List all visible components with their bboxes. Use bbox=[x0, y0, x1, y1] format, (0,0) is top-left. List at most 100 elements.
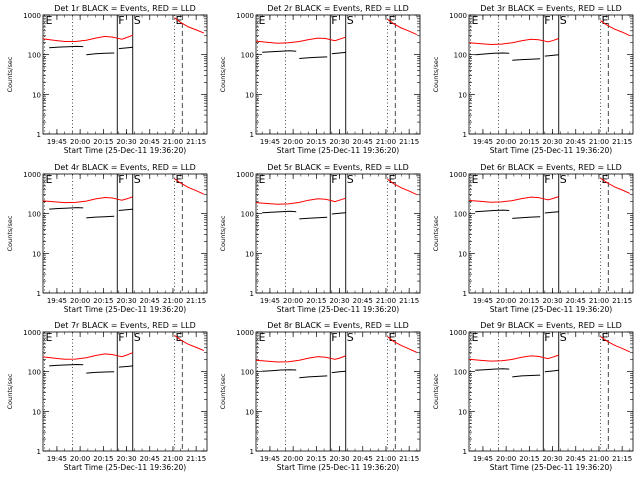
x-tick-label: 19:45 bbox=[260, 297, 280, 305]
y-tick-label: 1 bbox=[463, 448, 467, 456]
y-tick-label: 100 bbox=[454, 211, 467, 219]
series-lld-line bbox=[468, 354, 559, 362]
x-tick-label: 20:15 bbox=[93, 138, 113, 146]
annotation-label: F bbox=[544, 14, 550, 27]
panel-title: Det 9r BLACK = Events, RED = LLD bbox=[480, 321, 622, 330]
plot-frame bbox=[468, 331, 634, 452]
annotation-label: F bbox=[331, 14, 337, 27]
annotation-label: F bbox=[331, 331, 337, 344]
x-tick-label: 21:00 bbox=[589, 297, 609, 305]
x-axis-label: Start Time (25-Dec-11 19:36:20) bbox=[490, 305, 612, 314]
y-axis-label: Counts/sec bbox=[219, 373, 227, 409]
x-tick-label: 20:30 bbox=[329, 297, 349, 305]
series-events-line bbox=[49, 45, 84, 49]
x-tick-label: 20:30 bbox=[542, 455, 562, 463]
y-tick-label: 1 bbox=[250, 448, 254, 456]
plot-frame bbox=[42, 331, 208, 452]
annotation-label: E bbox=[389, 173, 396, 186]
y-axis-label: Counts/sec bbox=[432, 56, 440, 92]
x-tick-label: 21:15 bbox=[399, 297, 419, 305]
series-lld-line bbox=[42, 196, 133, 204]
annotation-label: S bbox=[134, 173, 141, 186]
x-tick-label: 21:00 bbox=[163, 455, 183, 463]
x-tick-label: 20:45 bbox=[140, 138, 160, 146]
annotation-label: F bbox=[544, 173, 550, 186]
detector-panel-9: Det 9r BLACK = Events, RED = LLD Counts/s… bbox=[432, 321, 634, 472]
series-lld-line bbox=[600, 20, 631, 37]
panel-title: Det 1r BLACK = Events, RED = LLD bbox=[54, 4, 196, 13]
x-tick-label: 20:30 bbox=[329, 455, 349, 463]
plot-frame bbox=[255, 173, 421, 294]
series-events-line bbox=[49, 207, 84, 210]
plot-frame bbox=[468, 173, 634, 294]
y-tick-label: 1000 bbox=[449, 171, 467, 179]
x-axis-label: Start Time (25-Dec-11 19:36:20) bbox=[490, 146, 612, 155]
series-events-line bbox=[512, 374, 541, 378]
series-lld-line bbox=[600, 177, 631, 194]
y-axis-label: Counts/sec bbox=[219, 215, 227, 251]
panel-title: Det 2r BLACK = Events, RED = LLD bbox=[267, 4, 409, 13]
series-events-line bbox=[299, 216, 328, 220]
y-axis-label: Counts/sec bbox=[432, 215, 440, 251]
panel-title: Det 8r BLACK = Events, RED = LLD bbox=[267, 321, 409, 330]
plot-frame bbox=[255, 14, 421, 135]
x-tick-label: 20:15 bbox=[93, 455, 113, 463]
series-events-line bbox=[475, 368, 510, 371]
series-events-line bbox=[262, 369, 297, 372]
annotation-label: S bbox=[347, 173, 354, 186]
annotation-label: F bbox=[118, 331, 124, 344]
panel-title: Det 4r BLACK = Events, RED = LLD bbox=[54, 163, 196, 172]
panel-title: Det 3r BLACK = Events, RED = LLD bbox=[480, 4, 622, 13]
y-tick-label: 10 bbox=[32, 91, 41, 99]
detector-panel-4: Det 4r BLACK = Events, RED = LLD Counts/s… bbox=[6, 163, 208, 314]
plot-frame bbox=[42, 14, 208, 135]
plot-frame bbox=[42, 173, 208, 294]
y-axis-label: Counts/sec bbox=[6, 373, 14, 409]
annotation-label: S bbox=[560, 331, 567, 344]
series-lld-line bbox=[387, 18, 418, 36]
series-events-line bbox=[544, 211, 559, 214]
x-tick-label: 20:00 bbox=[496, 455, 516, 463]
y-tick-label: 10 bbox=[245, 250, 254, 258]
x-tick-label: 21:00 bbox=[163, 138, 183, 146]
x-tick-label: 21:00 bbox=[376, 455, 396, 463]
y-tick-label: 1000 bbox=[449, 12, 467, 20]
annotation-label: F bbox=[544, 331, 550, 344]
annotation-label: E bbox=[389, 14, 396, 27]
x-tick-label: 21:15 bbox=[399, 138, 419, 146]
series-lld-line bbox=[468, 196, 559, 203]
annotation-label: S bbox=[134, 14, 141, 27]
annotation-label: E bbox=[176, 14, 183, 27]
x-tick-label: 20:15 bbox=[306, 455, 326, 463]
annotation-label: S bbox=[347, 331, 354, 344]
y-tick-label: 1 bbox=[463, 131, 467, 139]
x-tick-label: 20:00 bbox=[70, 455, 90, 463]
x-tick-label: 19:45 bbox=[260, 138, 280, 146]
series-events-line bbox=[331, 51, 346, 55]
detector-panel-1: Det 1r BLACK = Events, RED = LLD Counts/s… bbox=[6, 4, 208, 155]
x-tick-label: 21:00 bbox=[589, 455, 609, 463]
x-tick-label: 20:00 bbox=[283, 138, 303, 146]
x-tick-label: 20:45 bbox=[140, 455, 160, 463]
detector-panel-2: Det 2r BLACK = Events, RED = LLD Counts/s… bbox=[219, 4, 421, 155]
x-tick-label: 21:00 bbox=[376, 297, 396, 305]
x-axis-label: Start Time (25-Dec-11 19:36:20) bbox=[277, 305, 399, 314]
detector-panel-6: Det 6r BLACK = Events, RED = LLD Counts/s… bbox=[432, 163, 634, 314]
series-events-line bbox=[118, 365, 133, 368]
x-tick-label: 21:15 bbox=[186, 455, 206, 463]
annotation-label: E bbox=[389, 331, 396, 344]
series-lld-line bbox=[174, 334, 205, 352]
x-axis-label: Start Time (25-Dec-11 19:36:20) bbox=[64, 463, 186, 472]
y-tick-label: 1000 bbox=[236, 12, 254, 20]
series-events-line bbox=[512, 58, 541, 61]
x-tick-label: 20:00 bbox=[283, 297, 303, 305]
series-lld-line bbox=[255, 197, 346, 205]
y-tick-label: 1 bbox=[250, 131, 254, 139]
y-tick-label: 10 bbox=[245, 91, 254, 99]
panel-title: Det 6r BLACK = Events, RED = LLD bbox=[480, 163, 622, 172]
y-tick-label: 1 bbox=[250, 290, 254, 298]
series-lld-line bbox=[174, 178, 205, 195]
x-tick-label: 19:45 bbox=[260, 455, 280, 463]
annotation-label: E bbox=[176, 331, 183, 344]
